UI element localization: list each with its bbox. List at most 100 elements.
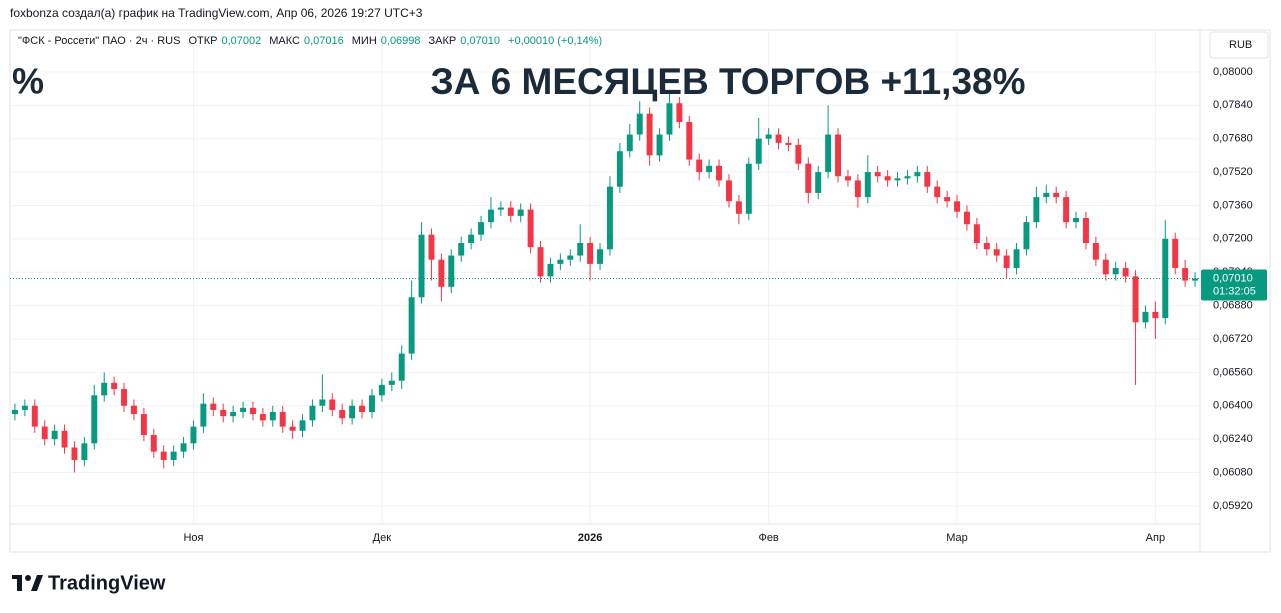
candle-body [339,409,346,419]
overlay-title: ЗА 6 МЕСЯЦЕВ ТОРГОВ +11,38% [430,61,1025,102]
legend: "ФСК - Россети" ПАО · 2ч · RUS ОТКР 0,070… [18,35,606,47]
x-tick-label: Апр [1146,532,1165,544]
candle-body [220,409,227,417]
candle-body [825,134,832,173]
candle-body [1092,243,1099,260]
candle-body [835,134,842,177]
candle-body [309,405,316,421]
candle-body [735,201,742,214]
candle-body [81,443,88,460]
candle-body [319,399,326,406]
candle-body [725,180,732,202]
candle-body [765,134,772,139]
candle-body [626,134,633,152]
candle-body [249,407,256,415]
candle-body [398,353,405,381]
candle-body [279,412,286,427]
candle-body [200,403,207,427]
candle-body [259,414,266,421]
currency-button[interactable] [1209,31,1269,59]
candle-body [676,103,683,123]
candle-body [696,159,703,173]
high-label: МАКС [269,35,300,47]
open-value: 0,07002 [221,35,262,47]
x-tick-label: Ноя [183,532,203,544]
low-label: МИН [351,35,377,47]
candle-body [924,172,931,187]
candle-body [1073,217,1080,223]
candle-body [656,134,663,156]
candle-body [349,405,356,419]
candle-body [289,426,296,431]
candle-body [1192,278,1199,281]
header: foxbonza создал(а) график на TradingView… [10,6,423,20]
candle-body [815,172,822,193]
candle-body [1132,276,1139,323]
candle-body [805,163,812,193]
candle-body [428,234,435,260]
candle-body [646,113,653,156]
y-tick-label: 0,05920 [1213,500,1253,512]
candle-body [954,201,961,212]
candle-body [884,176,891,181]
candle-body [527,209,534,248]
candle-body [458,243,465,256]
y-tick-label: 0,07360 [1213,199,1253,211]
candle-body [983,243,990,250]
candle-body [844,176,851,181]
labels: 0,08000 0,07840 0,07680 0,07520 0,07360 0,072… [10,66,1267,544]
candle-body [854,180,861,198]
candle-body [160,451,167,460]
candle-body [408,297,415,354]
candle-body [517,209,524,216]
candle-body [150,434,157,452]
candle-body [1053,192,1060,198]
currency-label: RUB [1229,39,1252,51]
candle-body [140,414,147,435]
y-tick-label: 0,07680 [1213,133,1253,145]
candle-body [666,103,673,135]
candle-body [1033,197,1040,223]
candle-body [973,224,980,244]
candle-body [497,207,504,210]
candle-body [130,405,137,415]
y-tick-label: 0,06240 [1213,433,1253,445]
candle-body [785,142,792,145]
candle-body [71,447,78,460]
candle-body [686,122,693,160]
candle-body [874,172,881,177]
candle-body [180,443,187,452]
y-tick-label: 0,06720 [1213,333,1253,345]
candle-body [21,405,28,410]
candle-body [299,420,306,431]
candle-body [963,211,970,225]
symbol: "ФСК - Россети" ПАО · 2ч · RUS [18,35,181,47]
candle-body [1102,259,1109,275]
candle-body [1023,222,1030,250]
candle-body [1152,311,1159,319]
y-tick-label: 0,06880 [1213,300,1253,312]
candle-body [359,405,366,413]
y-tick-label: 0,07840 [1213,99,1253,111]
candle-body [91,395,98,444]
x-tick-label: Мар [946,532,968,544]
pane-border [9,29,1271,553]
candle-body [1043,192,1050,198]
logo-icon [25,575,31,581]
y-tick-label: 0,06080 [1213,466,1253,478]
candle-body [378,384,385,396]
candle-body [170,451,177,460]
candle-body [1082,217,1089,244]
candle-body [210,403,217,410]
x-tick-label: 2026 [578,532,602,544]
candle-body [448,255,455,287]
candle-body [111,382,118,390]
candle-body [269,412,276,421]
candle-body [507,207,514,216]
x-tick-label: Дек [373,532,392,544]
logo: TradingView [12,572,166,594]
candle-body [31,405,38,427]
candle-body [993,249,1000,256]
